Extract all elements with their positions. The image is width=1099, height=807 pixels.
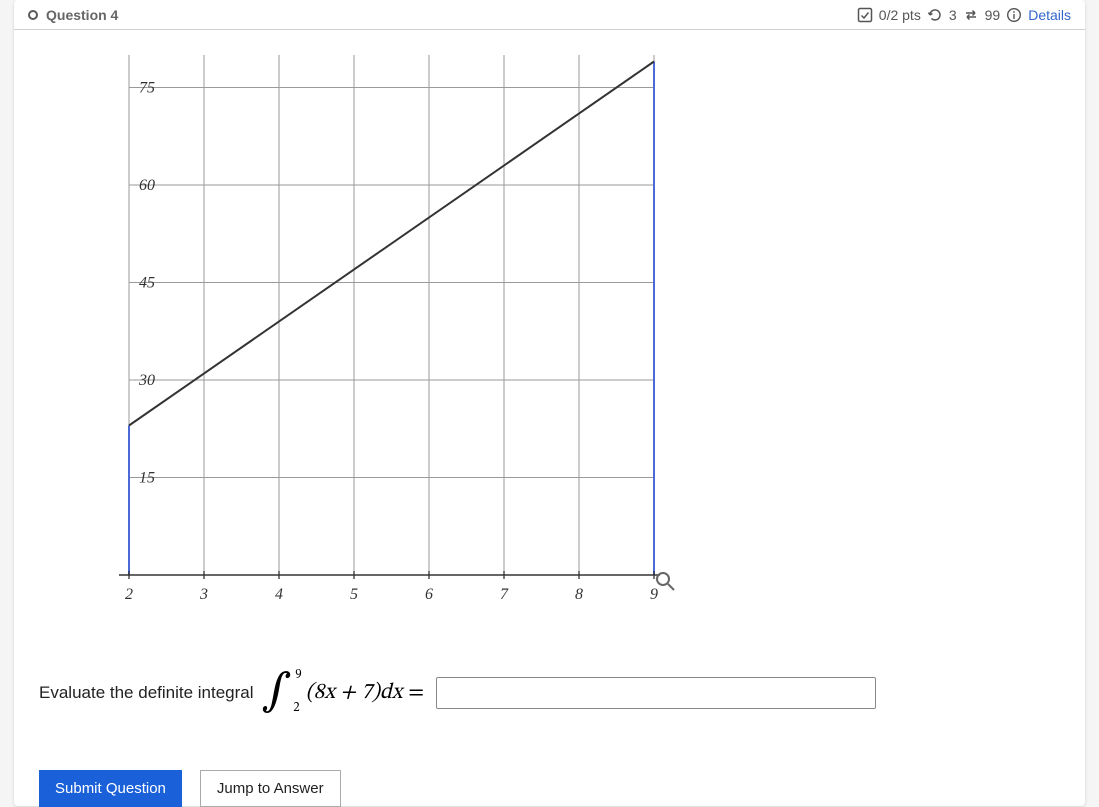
integral-symbol: ∫ 9 2 [262,675,292,710]
score-text: 0/2 pts [879,7,921,23]
svg-text:30: 30 [138,372,155,389]
jump-button[interactable]: Jump to Answer [200,770,341,807]
prompt-row: Evaluate the definite integral ∫ 9 2 (8x… [39,675,1039,710]
svg-text:6: 6 [425,586,433,603]
equals-sign: = [408,679,424,707]
zoom-icon[interactable] [654,570,676,597]
swap-icon [963,7,979,23]
details-link[interactable]: Details [1028,7,1071,23]
checkbox-icon [857,7,873,23]
integral-upper: 9 [295,671,301,681]
question-header: Question 4 0/2 pts 3 99 Details [14,0,1085,30]
svg-text:3: 3 [199,586,208,603]
svg-text:75: 75 [139,80,155,97]
svg-text:2: 2 [125,586,133,603]
svg-text:4: 4 [275,586,283,603]
svg-text:7: 7 [500,586,509,603]
bullet-icon [28,10,38,20]
svg-text:5: 5 [350,586,358,603]
question-card: Question 4 0/2 pts 3 99 Details 23456789… [14,0,1085,806]
integrand: (8x + 7)dx [306,679,403,707]
header-meta: 0/2 pts 3 99 Details [857,7,1071,23]
submit-button[interactable]: Submit Question [39,770,182,807]
svg-text:60: 60 [139,177,155,194]
question-title: Question 4 [46,7,118,23]
integral-expression: ∫ 9 2 (8x + 7)dx = [260,675,431,710]
svg-text:45: 45 [139,275,155,292]
info-icon [1006,7,1022,23]
integral-chart: 234567891530456075 [69,55,669,615]
svg-text:15: 15 [139,470,155,487]
prompt-text: Evaluate the definite integral [39,683,254,703]
chart-svg: 234567891530456075 [69,55,669,615]
svg-text:8: 8 [575,586,583,603]
retry-icon [927,7,943,23]
attempts-text: 99 [985,7,1001,23]
tries-text: 3 [949,7,957,23]
answer-input[interactable] [436,677,876,709]
button-row: Submit Question Jump to Answer [39,770,341,807]
integral-lower: 2 [293,704,299,714]
